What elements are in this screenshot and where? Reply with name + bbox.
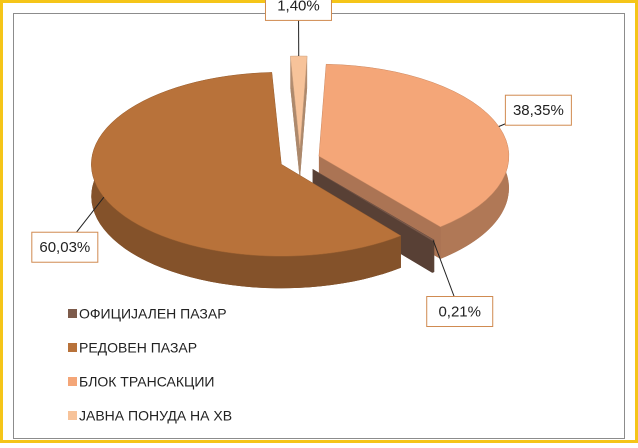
data-label: 38,35% bbox=[513, 102, 564, 119]
legend-label: ОФИЦИЈАЛЕН ПАЗАР bbox=[79, 306, 227, 322]
slice-side bbox=[432, 240, 434, 273]
legend-swatch bbox=[68, 411, 77, 420]
legend-label: ЈАВНА ПОНУДА НА ХВ bbox=[79, 408, 232, 424]
legend-swatch bbox=[68, 343, 77, 352]
legend-swatch bbox=[68, 309, 77, 318]
data-label: 60,03% bbox=[39, 239, 90, 256]
legend-label: РЕДОВЕН ПАЗАР bbox=[79, 340, 197, 356]
legend-label: БЛОК ТРАНСАКЦИИ bbox=[79, 374, 215, 390]
legend-swatch bbox=[68, 377, 77, 386]
data-label: 0,21% bbox=[438, 303, 481, 320]
data-label: 1,40% bbox=[277, 0, 320, 14]
